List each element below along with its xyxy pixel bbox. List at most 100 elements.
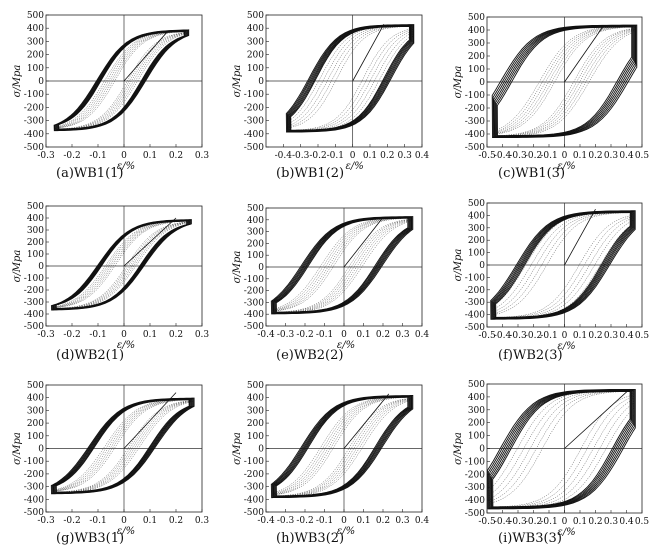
y-tick-label: 200 — [27, 238, 44, 248]
dotted-loop — [274, 217, 410, 313]
x-tick-label: -0.4 — [257, 516, 275, 526]
x-tick-label: -0.3 — [37, 151, 55, 161]
y-tick-label: -300 — [244, 483, 264, 493]
x-tick-label: -0.3 — [277, 516, 295, 526]
x-tick-label: 0 — [121, 151, 127, 161]
x-tick-label: -0.2 — [296, 330, 313, 340]
solid-loop — [54, 398, 192, 494]
x-tick-label: 0.5 — [635, 331, 650, 341]
x-tick-label: 0.2 — [588, 331, 602, 341]
y-tick-label: 500 — [468, 199, 485, 209]
y-tick-label: 500 — [247, 381, 264, 391]
y-tick-label: -500 — [244, 322, 264, 332]
y-tick-label: -100 — [244, 275, 264, 285]
y-tick-label: 100 — [468, 65, 485, 75]
chart-panel-9: -500 -400 -300 -200 -100 0 100 200 300 400 500 -0.5… — [451, 380, 650, 539]
y-tick-label: -400 — [465, 130, 485, 140]
x-tick-label: 0 — [562, 517, 568, 527]
solid-loop — [275, 217, 409, 313]
solid-loop — [270, 395, 414, 499]
x-tick-label: -0.1 — [89, 516, 106, 526]
solid-loop — [272, 216, 412, 314]
y-tick-label: 100 — [247, 251, 264, 261]
chart-8: -500 -400 -300 -200 -100 0 100 200 300 400 500 -0.4… — [232, 381, 429, 537]
y-tick-label: 100 — [247, 64, 264, 74]
dotted-loop — [288, 25, 412, 132]
x-tick-label: 0.4 — [415, 151, 430, 161]
x-tick-label: 0.5 — [635, 517, 650, 527]
y-tick-label: 200 — [247, 419, 264, 429]
y-tick-label: 100 — [27, 250, 44, 260]
y-tick-label: 0 — [38, 262, 44, 272]
dotted-loop — [287, 25, 413, 132]
x-tick-label: -0.1 — [89, 151, 106, 161]
x-axis-label: ε/% — [337, 526, 355, 537]
dotted-loop — [491, 391, 631, 508]
y-tick-label: 400 — [468, 211, 485, 221]
solid-loop — [288, 25, 413, 132]
y-tick-label: 100 — [247, 432, 264, 442]
chart-7: -500 -400 -300 -200 -100 0 100 200 300 400 500 -0.3… — [12, 381, 210, 537]
solid-loop — [491, 24, 638, 139]
x-tick-label: 0.4 — [619, 151, 634, 161]
solid-loop — [491, 390, 632, 508]
solid-loop — [53, 219, 190, 310]
x-axis-label: ε/% — [337, 340, 355, 351]
y-tick-label: -200 — [244, 287, 264, 297]
chart-4: -500 -400 -300 -200 -100 0 100 200 300 400 500 -0.3… — [12, 202, 209, 351]
x-tick-label: 0.3 — [395, 330, 410, 340]
y-tick-label: 500 — [27, 381, 44, 391]
x-axis-label: ε/% — [117, 161, 135, 172]
y-tick-label: 400 — [247, 216, 264, 226]
x-axis-label: ε/% — [117, 340, 135, 351]
x-tick-label: -0.3 — [277, 330, 295, 340]
x-tick-label: 0.3 — [195, 151, 210, 161]
initial-loading-line — [352, 24, 385, 82]
y-tick-label: -500 — [24, 508, 44, 518]
chart-panel-5: -500 -400 -300 -200 -100 0 100 200 300 400 500 -0.4… — [230, 204, 430, 352]
x-tick-label: 0.1 — [356, 516, 370, 526]
chart-panel-3: -500 -400 -300 -200 -100 0 100 200 300 400 500 -0.5… — [451, 13, 650, 173]
x-tick-label: 0.5 — [635, 151, 650, 161]
y-axis-label: σ/Mpa — [453, 432, 464, 465]
y-tick-label: -200 — [465, 104, 485, 114]
x-tick-label: 0.1 — [143, 151, 157, 161]
x-tick-label: 0.3 — [604, 331, 619, 341]
dotted-loop — [289, 25, 411, 131]
dotted-loop — [55, 399, 190, 493]
y-tick-label: 100 — [468, 249, 485, 259]
initial-loading-line — [123, 30, 169, 82]
y-tick-label: 300 — [468, 406, 485, 416]
y-tick-label: 0 — [38, 77, 44, 87]
solid-loop — [288, 25, 412, 132]
solid-loop — [275, 396, 409, 497]
initial-loading-line — [343, 393, 390, 449]
x-tick-label: 0.2 — [376, 330, 390, 340]
y-tick-label: 500 — [247, 204, 264, 214]
y-tick-label: -300 — [24, 298, 44, 308]
y-tick-label: -500 — [24, 322, 44, 332]
dotted-loop — [287, 24, 414, 132]
y-axis-label: σ/Mpa — [453, 66, 464, 99]
initial-loading-line — [123, 392, 177, 449]
y-tick-label: 300 — [247, 406, 264, 416]
x-tick-label: -0.3 — [37, 330, 55, 340]
y-tick-label: 0 — [258, 263, 264, 273]
y-tick-label: -100 — [24, 457, 44, 467]
x-tick-label: -0.1 — [540, 331, 557, 341]
dotted-loop — [489, 390, 633, 509]
y-tick-label: 100 — [27, 432, 44, 442]
y-tick-label: 300 — [27, 226, 44, 236]
x-tick-label: 0.2 — [380, 151, 394, 161]
hysteresis-loops — [53, 29, 190, 132]
hysteresis-loops — [487, 388, 636, 510]
dotted-loop — [54, 399, 191, 493]
x-tick-label: 0.3 — [195, 516, 210, 526]
dotted-loop — [274, 396, 410, 497]
x-axis-label: ε/% — [117, 526, 135, 537]
x-tick-label: 0 — [562, 151, 568, 161]
x-tick-label: -0.2 — [525, 151, 542, 161]
y-tick-label: -400 — [465, 311, 485, 321]
x-tick-label: 0.1 — [573, 331, 587, 341]
y-tick-label: 200 — [468, 52, 485, 62]
